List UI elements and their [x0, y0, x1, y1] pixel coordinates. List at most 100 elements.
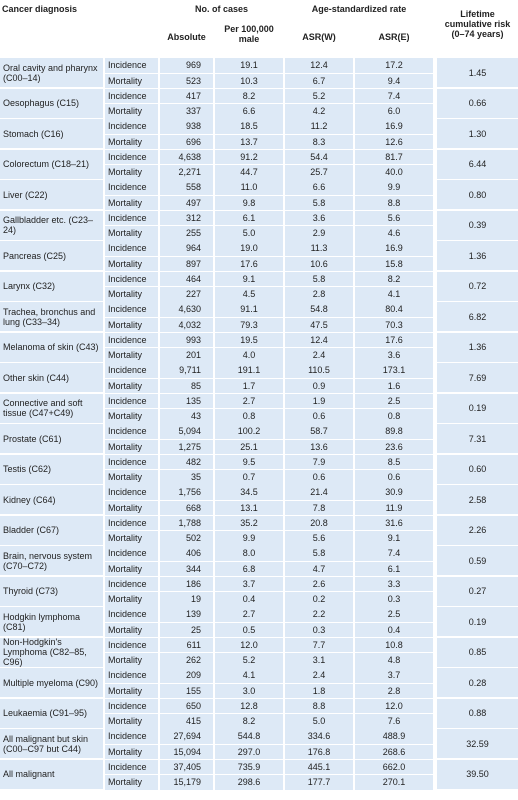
row-label: Mortality	[105, 287, 158, 302]
value-cell: 8.8	[285, 698, 353, 713]
value-cell: 13.7	[215, 134, 283, 149]
value-cell: 255	[160, 226, 213, 241]
value-cell: 15.8	[355, 256, 433, 271]
value-cell: 5.6	[355, 210, 433, 225]
value-cell: 70.3	[355, 317, 433, 332]
row-label: Mortality	[105, 622, 158, 637]
value-cell: 6.8	[215, 561, 283, 576]
diagnosis: Other skin (C44)	[0, 363, 103, 392]
value-cell: 20.8	[285, 515, 353, 530]
lifetime-risk: 0.85	[437, 637, 518, 667]
value-cell: 21.4	[285, 485, 353, 500]
value-cell: 91.1	[215, 302, 283, 317]
value-cell: 9.5	[215, 454, 283, 469]
diagnosis: Testis (C62)	[0, 454, 103, 484]
value-cell: 964	[160, 241, 213, 256]
value-cell: 139	[160, 607, 213, 622]
value-cell: 11.3	[285, 241, 353, 256]
lifetime-risk: 6.82	[437, 302, 518, 331]
value-cell: 337	[160, 104, 213, 119]
value-cell: 30.9	[355, 485, 433, 500]
value-cell: 4,032	[160, 317, 213, 332]
value-cell: 186	[160, 576, 213, 591]
row-label: Incidence	[105, 546, 158, 561]
value-cell: 2.8	[285, 287, 353, 302]
lifetime-risk: 0.80	[437, 180, 518, 209]
value-cell: 11.9	[355, 500, 433, 515]
lifetime-risk: 39.50	[437, 759, 518, 789]
value-cell: 89.8	[355, 424, 433, 439]
value-cell: 3.7	[215, 576, 283, 591]
value-cell: 15,179	[160, 775, 213, 790]
value-cell: 9.9	[355, 180, 433, 195]
value-cell: 44.7	[215, 165, 283, 180]
value-cell: 37,405	[160, 759, 213, 774]
diagnosis: Prostate (C61)	[0, 424, 103, 453]
value-cell: 464	[160, 271, 213, 286]
lifetime-risk: 7.69	[437, 363, 518, 392]
row-label: Mortality	[105, 775, 158, 790]
value-cell: 0.7	[215, 470, 283, 485]
value-cell: 897	[160, 256, 213, 271]
value-cell: 9.9	[215, 531, 283, 546]
row-label: Incidence	[105, 515, 158, 530]
value-cell: 312	[160, 210, 213, 225]
value-cell: 0.4	[215, 592, 283, 607]
value-cell: 0.8	[355, 409, 433, 424]
value-cell: 201	[160, 348, 213, 363]
diagnosis: Colorectum (C18–21)	[0, 149, 103, 179]
value-cell: 19.0	[215, 241, 283, 256]
value-cell: 0.5	[215, 622, 283, 637]
value-cell: 0.6	[285, 409, 353, 424]
value-cell: 3.3	[355, 576, 433, 591]
value-cell: 12.6	[355, 134, 433, 149]
value-cell: 2.5	[355, 607, 433, 622]
value-cell: 8.5	[355, 454, 433, 469]
value-cell: 10.8	[355, 637, 433, 652]
diagnosis: Trachea, bronchus and lung (C33–34)	[0, 302, 103, 331]
value-cell: 25.7	[285, 165, 353, 180]
value-cell: 1,788	[160, 515, 213, 530]
value-cell: 58.7	[285, 424, 353, 439]
value-cell: 7.4	[355, 88, 433, 103]
row-label: Mortality	[105, 470, 158, 485]
value-cell: 9.8	[215, 195, 283, 210]
value-cell: 9.1	[355, 531, 433, 546]
lifetime-risk: 0.27	[437, 576, 518, 606]
row-label: Incidence	[105, 241, 158, 256]
value-cell: 1,756	[160, 485, 213, 500]
value-cell: 80.4	[355, 302, 433, 317]
value-cell: 8.3	[285, 134, 353, 149]
value-cell: 5.6	[285, 531, 353, 546]
value-cell: 502	[160, 531, 213, 546]
value-cell: 2.9	[285, 226, 353, 241]
row-label: Mortality	[105, 256, 158, 271]
value-cell: 12.4	[285, 332, 353, 347]
header-cases: No. of cases	[194, 4, 249, 14]
row-label: Mortality	[105, 73, 158, 88]
diagnosis: Oral cavity and pharynx (C00–14)	[0, 58, 103, 87]
row-label: Incidence	[105, 58, 158, 73]
value-cell: 7.6	[355, 714, 433, 729]
diagnosis: Kidney (C64)	[0, 485, 103, 514]
diagnosis: Thyroid (C73)	[0, 576, 103, 606]
value-cell: 10.3	[215, 73, 283, 88]
value-cell: 938	[160, 119, 213, 134]
diagnosis: Connective and soft tissue (C47+C49)	[0, 393, 103, 423]
value-cell: 4.2	[285, 104, 353, 119]
header-lifetime: Lifetime cumulative risk (0–74 years)	[444, 9, 511, 39]
value-cell: 1,275	[160, 439, 213, 454]
lifetime-risk: 0.88	[437, 698, 518, 728]
diagnosis: Non-Hodgkin's Lymphoma (C82–85, C96)	[0, 637, 103, 667]
value-cell: 482	[160, 454, 213, 469]
row-label: Incidence	[105, 302, 158, 317]
value-cell: 4.1	[215, 668, 283, 683]
row-label: Incidence	[105, 576, 158, 591]
diagnosis: Brain, nervous system (C70–C72)	[0, 546, 103, 575]
value-cell: 12.4	[285, 58, 353, 73]
diagnosis: Hodgkin lymphoma (C81)	[0, 607, 103, 636]
diagnosis: Pancreas (C25)	[0, 241, 103, 270]
value-cell: 0.4	[355, 622, 433, 637]
value-cell: 25	[160, 622, 213, 637]
